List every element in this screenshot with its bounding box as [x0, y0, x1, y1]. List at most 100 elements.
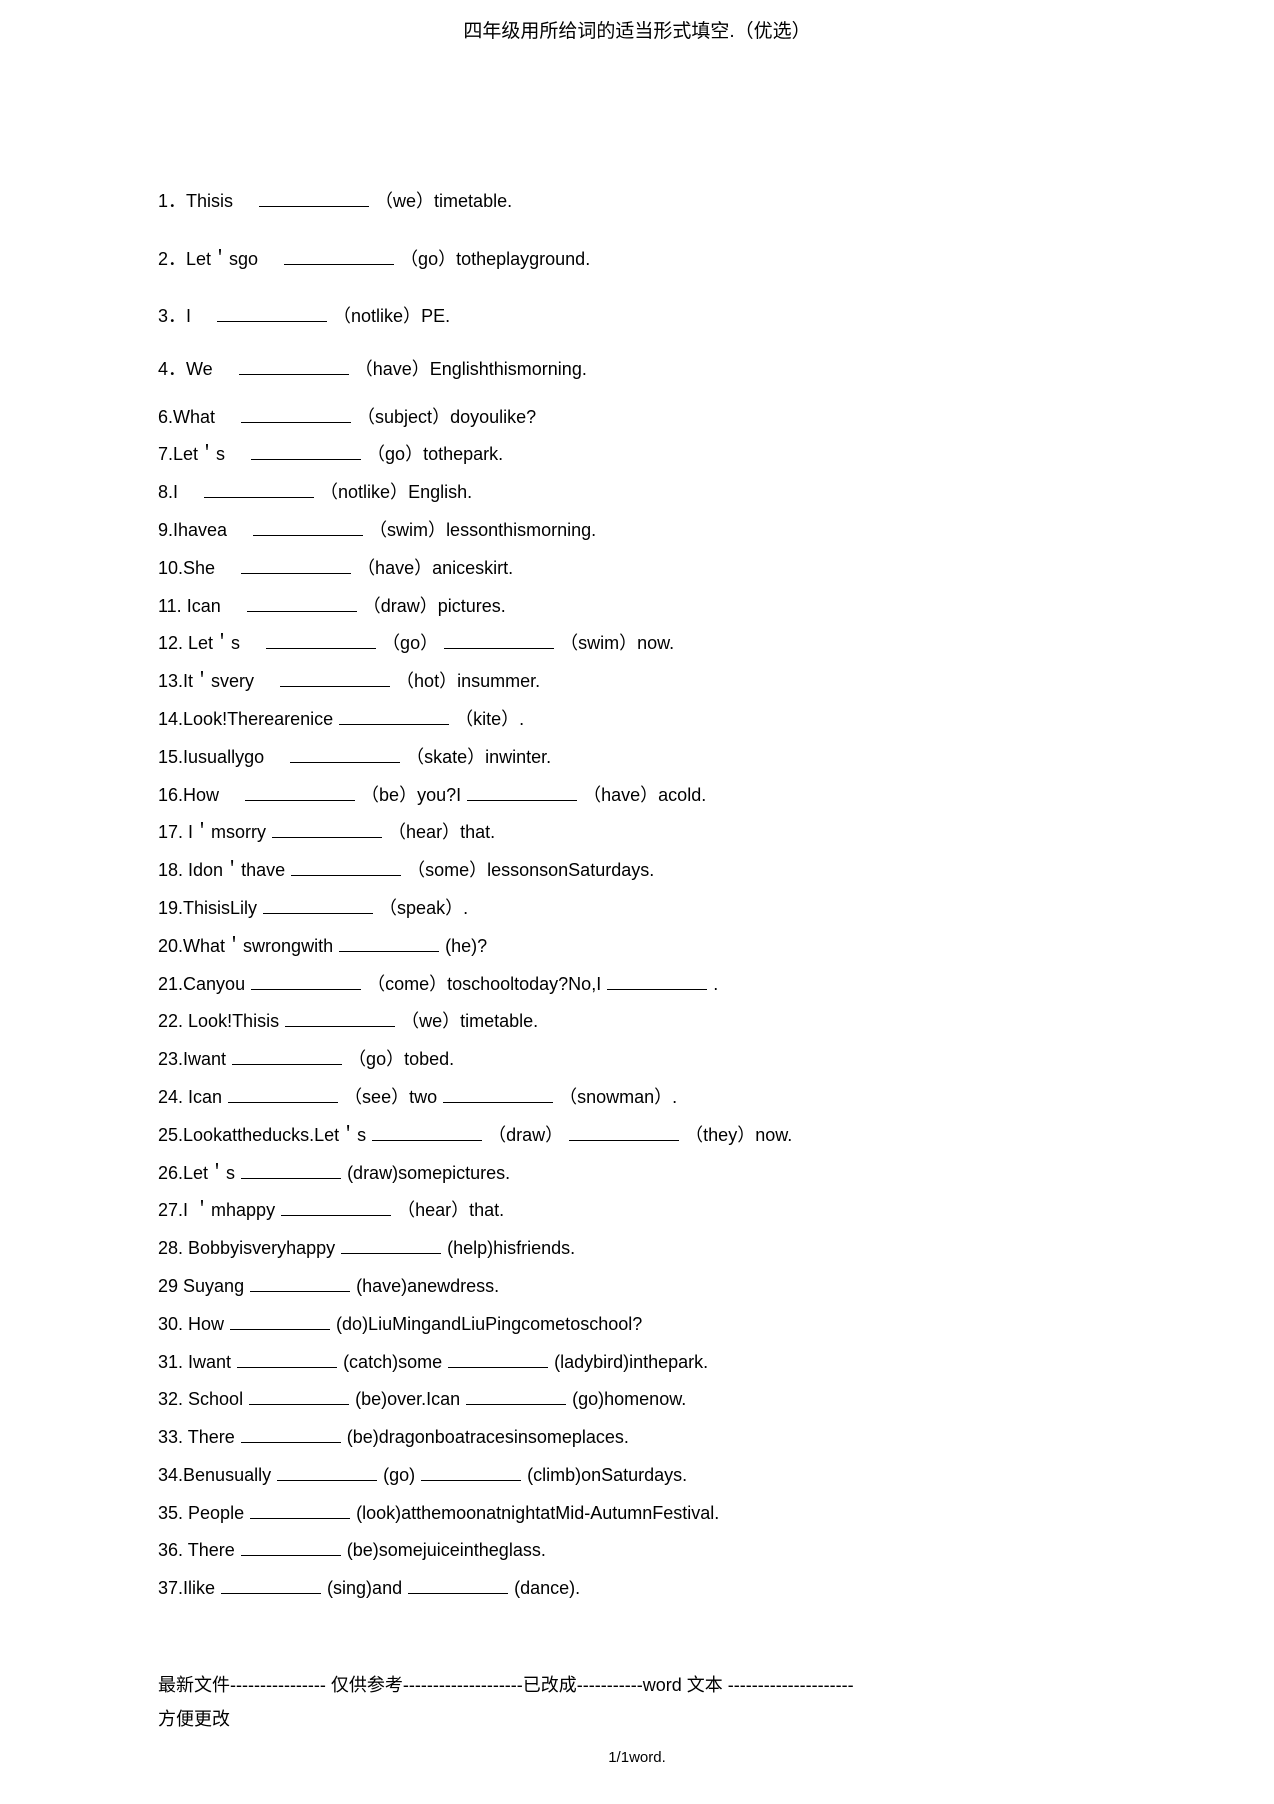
question-post: insummer. — [457, 671, 540, 691]
fill-blank[interactable] — [372, 1125, 482, 1140]
fill-blank[interactable] — [569, 1125, 679, 1140]
question-pre: ThisisLily — [183, 898, 257, 918]
question-number: 7. — [158, 444, 173, 464]
fill-blank[interactable] — [237, 1352, 337, 1367]
fill-blank[interactable] — [290, 747, 400, 762]
question-pre: We — [186, 359, 213, 379]
question-hint: （skate） — [406, 747, 485, 767]
question-pre: Let＇s — [183, 1163, 235, 1183]
fill-blank[interactable] — [245, 785, 355, 800]
fill-blank[interactable] — [277, 1466, 377, 1481]
fill-blank[interactable] — [266, 634, 376, 649]
question-hint: （subject） — [357, 407, 450, 427]
fill-blank[interactable] — [232, 1050, 342, 1065]
question-post2: . — [713, 974, 718, 994]
question-post: aniceskirt. — [432, 558, 513, 578]
question-number: 2． — [158, 249, 186, 269]
fill-blank[interactable] — [251, 445, 361, 460]
question-post: doyoulike? — [450, 407, 536, 427]
fill-blank[interactable] — [443, 1088, 553, 1103]
fill-blank[interactable] — [250, 1277, 350, 1292]
question-pre: Ihavea — [173, 520, 227, 540]
question-line: 20.What＇swrongwith(he)? — [158, 928, 1116, 966]
fill-blank[interactable] — [421, 1466, 521, 1481]
question-post: that. — [460, 822, 495, 842]
question-line: 13.It＇svery（hot）insummer. — [158, 663, 1116, 701]
question-line: 19.ThisisLily（speak）. — [158, 890, 1116, 928]
fill-blank[interactable] — [448, 1352, 548, 1367]
fill-blank[interactable] — [408, 1579, 508, 1594]
question-pre: Iusuallygo — [183, 747, 264, 767]
fill-blank[interactable] — [281, 1201, 391, 1216]
question-post: timetable. — [434, 191, 512, 211]
fill-blank[interactable] — [204, 483, 314, 498]
question-number: 29 — [158, 1276, 183, 1296]
question-post: . — [463, 898, 468, 918]
question-number: 33. — [158, 1427, 188, 1447]
fill-blank[interactable] — [341, 1239, 441, 1254]
fill-blank[interactable] — [241, 1541, 341, 1556]
question-hint2: (dance). — [514, 1578, 580, 1598]
fill-blank[interactable] — [249, 1390, 349, 1405]
fill-blank[interactable] — [339, 710, 449, 725]
question-hint: （draw） — [363, 596, 438, 616]
fill-blank[interactable] — [284, 249, 394, 264]
fill-blank[interactable] — [467, 785, 577, 800]
question-hint: （we） — [401, 1011, 460, 1031]
fill-blank[interactable] — [230, 1314, 330, 1329]
footer-note: 最新文件---------------- 仅供参考---------------… — [158, 1668, 1116, 1736]
fill-blank[interactable] — [339, 936, 439, 951]
question-number: 8. — [158, 482, 173, 502]
fill-blank[interactable] — [239, 359, 349, 374]
question-number: 30. — [158, 1314, 188, 1334]
question-hint: (catch)some — [343, 1352, 442, 1372]
fill-blank[interactable] — [285, 1012, 395, 1027]
question-pre: Look!Thisis — [188, 1011, 279, 1031]
fill-blank[interactable] — [221, 1579, 321, 1594]
question-pre: I — [186, 306, 191, 326]
fill-blank[interactable] — [241, 407, 351, 422]
fill-blank[interactable] — [251, 974, 361, 989]
question-line: 28. Bobbyisveryhappy(help)hisfriends. — [158, 1230, 1116, 1268]
question-hint2: (climb)onSaturdays. — [527, 1465, 687, 1485]
fill-blank[interactable] — [228, 1088, 338, 1103]
question-line: 31. Iwant(catch)some(ladybird)inthepark. — [158, 1344, 1116, 1382]
fill-blank[interactable] — [259, 192, 369, 207]
fill-blank[interactable] — [291, 861, 401, 876]
content-area: 1．Thisis（we）timetable.2．Let＇sgo（go）tothe… — [0, 43, 1274, 1736]
question-hint: (go) — [383, 1465, 415, 1485]
fill-blank[interactable] — [241, 1163, 341, 1178]
question-line: 11. Ican（draw）pictures. — [158, 588, 1116, 626]
question-line: 21.Canyou（come）toschooltoday?No,I. — [158, 966, 1116, 1004]
question-hint: (he)? — [445, 936, 487, 956]
question-hint: （swim） — [369, 520, 446, 540]
fill-blank[interactable] — [247, 596, 357, 611]
question-post: lessonsonSaturdays. — [487, 860, 654, 880]
fill-blank[interactable] — [217, 307, 327, 322]
fill-blank[interactable] — [607, 974, 707, 989]
fill-blank[interactable] — [241, 558, 351, 573]
fill-blank[interactable] — [272, 823, 382, 838]
question-hint: （have） — [355, 359, 430, 379]
fill-blank[interactable] — [444, 634, 554, 649]
question-post: pictures. — [438, 596, 506, 616]
question-pre: Idon＇thave — [188, 860, 285, 880]
question-line: 27.I ＇mhappy（hear）that. — [158, 1192, 1116, 1230]
fill-blank[interactable] — [250, 1503, 350, 1518]
question-hint: (do)LiuMingandLiuPingcometoschool? — [336, 1314, 642, 1334]
question-pre: Lookattheducks.Let＇s — [183, 1125, 366, 1145]
fill-blank[interactable] — [280, 672, 390, 687]
fill-blank[interactable] — [466, 1390, 566, 1405]
footer-note-line2: 方便更改 — [158, 1702, 1116, 1736]
question-hint: (sing)and — [327, 1578, 402, 1598]
question-hint: (look)atthemoonatnightatMid-AutumnFestiv… — [356, 1503, 719, 1523]
fill-blank[interactable] — [263, 899, 373, 914]
question-post: . — [519, 709, 524, 729]
question-hint: （hear） — [388, 822, 460, 842]
question-number: 22. — [158, 1011, 188, 1031]
question-post: English. — [408, 482, 472, 502]
question-hint: （see） — [344, 1087, 409, 1107]
question-post: tothepark. — [423, 444, 503, 464]
fill-blank[interactable] — [253, 521, 363, 536]
fill-blank[interactable] — [241, 1428, 341, 1443]
